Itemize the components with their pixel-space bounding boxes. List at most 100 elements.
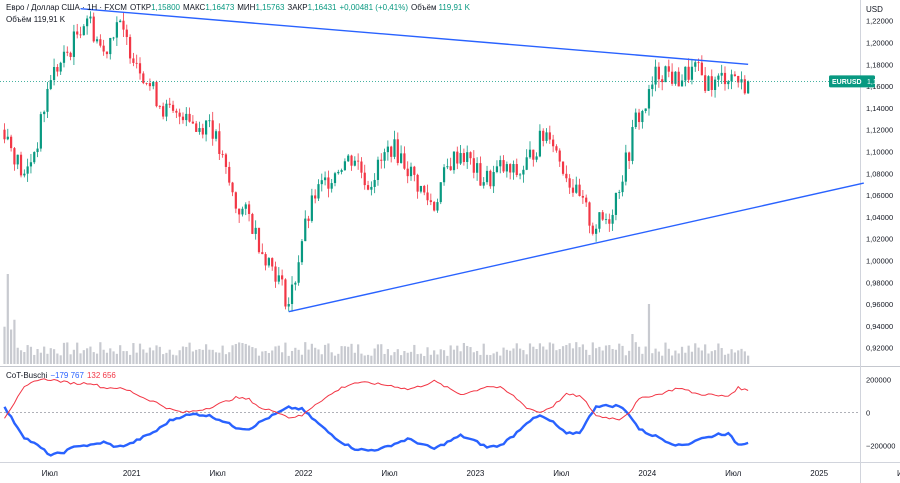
volume-bar	[446, 355, 449, 364]
volume-bar	[191, 351, 194, 364]
candle-body	[257, 227, 261, 253]
low-value: МИН1,15763	[237, 3, 285, 12]
volume-bar	[330, 352, 333, 364]
volume-bar	[700, 350, 703, 364]
volume-bar	[419, 353, 423, 364]
candle-body	[168, 103, 171, 105]
volume-bar	[264, 350, 267, 364]
change-value: +0,00481 (+0,41%)	[339, 3, 408, 12]
volume-bar	[353, 352, 356, 364]
volume-bar	[485, 354, 489, 364]
candle-body	[340, 170, 343, 172]
volume-bar	[737, 350, 740, 364]
volume-bar	[105, 352, 109, 364]
volume-bar	[115, 353, 118, 364]
volume-bar	[522, 350, 525, 364]
candle-body	[320, 180, 323, 185]
volume-bar	[641, 353, 644, 364]
volume-bar	[594, 348, 598, 364]
time-tick-label: 2024	[638, 469, 656, 478]
candle-body	[13, 148, 16, 165]
volume-bar	[307, 349, 310, 364]
candle-body	[195, 123, 198, 132]
candle-body	[485, 170, 489, 183]
candle-body	[383, 152, 386, 161]
candle-body	[525, 157, 528, 170]
symbol-header[interactable]: Евро / Доллар США · 1Н · FXCM ОТКР1,15800…	[6, 3, 473, 12]
price-tick-label: 1,22000	[866, 17, 893, 26]
volume-bar	[535, 349, 538, 364]
candle-body	[651, 84, 654, 90]
candle-body	[284, 279, 287, 307]
volume-bar	[373, 348, 376, 364]
volume-bar	[608, 345, 611, 364]
volume-bar	[228, 352, 231, 364]
volume-bar	[598, 346, 601, 364]
open-value: ОТКР1,15800	[129, 3, 180, 12]
volume-bar	[76, 342, 79, 364]
volume-bar	[333, 355, 337, 364]
candle-body	[743, 79, 746, 94]
candle-body	[105, 51, 109, 55]
volume-bar	[343, 346, 347, 364]
candle-body	[671, 71, 674, 84]
candle-body	[211, 120, 214, 139]
candle-body	[433, 202, 436, 211]
volume-bar	[548, 342, 551, 364]
time-tick-label: Июл	[381, 469, 398, 478]
candle-body	[208, 120, 211, 122]
candle-body	[271, 258, 274, 267]
volume-bar	[426, 347, 429, 364]
candle-body	[171, 104, 175, 111]
volume-bar	[611, 348, 614, 364]
candle-body	[241, 208, 244, 215]
volume-bar	[687, 345, 690, 364]
price-tick-label: 0,92000	[866, 344, 893, 353]
volume-bar	[439, 349, 442, 364]
candle-body	[723, 72, 727, 85]
volume-bar	[284, 342, 287, 364]
candle-body	[545, 132, 548, 141]
price-tag-value: 1,16431	[867, 79, 892, 86]
volume-bar	[370, 355, 373, 364]
candle-body	[733, 74, 737, 76]
indicator-legend[interactable]: CoT-Buschi −179 767 132 656	[6, 371, 119, 380]
candle-body	[29, 162, 33, 167]
volume-bar	[234, 343, 237, 364]
volume-bar	[509, 350, 512, 364]
candle-body	[264, 254, 267, 266]
volume-bar	[403, 351, 406, 364]
time-tick-label: Июл	[210, 469, 227, 478]
candle-body	[244, 204, 247, 209]
volume-bar	[409, 351, 413, 364]
close-value: ЗАКР1,16431	[287, 3, 337, 12]
candle-body	[687, 66, 690, 80]
volume-bar	[317, 349, 320, 364]
indicator-tick-label: 0	[866, 409, 870, 418]
volume-bar	[281, 352, 284, 364]
volume-legend[interactable]: Объём 119,91 K	[6, 15, 66, 24]
candle-body	[304, 218, 307, 242]
volume-bar	[13, 319, 16, 364]
volume-bar	[482, 343, 485, 364]
candle-body	[727, 81, 730, 85]
candle-body	[92, 16, 95, 42]
candle-body	[357, 160, 360, 162]
candle-body	[76, 31, 79, 35]
candle-body	[452, 151, 456, 171]
volume-bar	[363, 355, 366, 364]
candle-body	[618, 192, 621, 193]
candle-body	[495, 166, 499, 173]
candle-body	[261, 252, 264, 255]
price-tag-background	[829, 75, 875, 88]
volume-bar	[552, 343, 555, 364]
candle-body	[442, 167, 446, 183]
candle-body	[558, 150, 561, 162]
candle-body	[82, 26, 85, 36]
candle-body	[297, 262, 300, 283]
volume-bar	[532, 346, 535, 364]
time-tick-label: Июл	[42, 469, 59, 478]
volume-bar	[406, 352, 409, 364]
volume-bar	[707, 353, 710, 364]
